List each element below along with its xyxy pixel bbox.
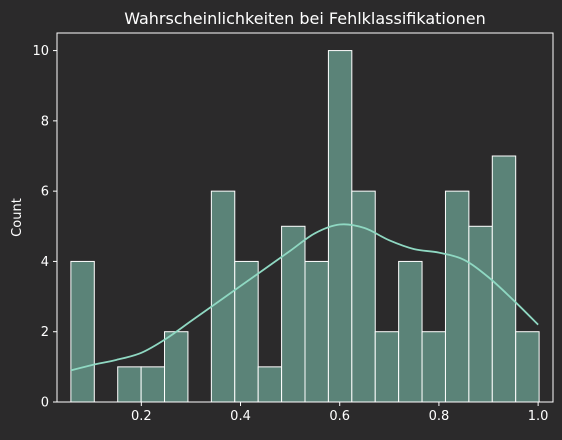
bars-layer xyxy=(70,50,540,403)
x-tick-label: 0.4 xyxy=(230,409,251,424)
x-tick-label: 0.2 xyxy=(131,409,152,424)
y-ticks: 0 2 4 6 8 10 xyxy=(32,44,57,411)
x-tick-label: 0.8 xyxy=(429,409,450,424)
histogram-bar xyxy=(210,190,236,403)
histogram-bar xyxy=(444,190,470,403)
y-axis-label: Count xyxy=(10,198,25,237)
histogram-bar xyxy=(164,331,189,403)
histogram-bar xyxy=(398,260,423,403)
y-tick-label: 6 xyxy=(41,185,49,200)
histogram-bar xyxy=(374,331,400,403)
x-tick-label: 1.0 xyxy=(528,409,549,424)
axes-frame xyxy=(56,32,554,403)
x-tick-label: 0.6 xyxy=(329,409,350,424)
histogram-bar xyxy=(491,155,517,403)
y-tick-label: 4 xyxy=(41,255,49,270)
y-tick-label: 10 xyxy=(32,44,49,59)
histogram-bar xyxy=(468,225,493,403)
histogram-bar xyxy=(351,190,376,403)
chart-title: Wahrscheinlichkeiten bei Fehlklassifikat… xyxy=(124,9,486,28)
histogram-bar xyxy=(304,260,329,403)
histogram-bar xyxy=(281,225,306,403)
histogram-bar xyxy=(421,331,446,403)
kde-curve xyxy=(70,223,539,372)
y-tick-label: 8 xyxy=(41,114,49,129)
kde-layer xyxy=(70,223,539,372)
histogram-bar xyxy=(515,331,540,403)
histogram-bar xyxy=(257,366,283,403)
histogram-bar xyxy=(140,366,166,403)
y-tick-label: 2 xyxy=(41,325,49,340)
x-ticks: 0.2 0.4 0.6 0.8 1.0 xyxy=(131,402,548,424)
histogram-bar xyxy=(70,260,95,403)
histogram-bar xyxy=(117,366,142,403)
y-tick-label: 0 xyxy=(41,396,49,411)
